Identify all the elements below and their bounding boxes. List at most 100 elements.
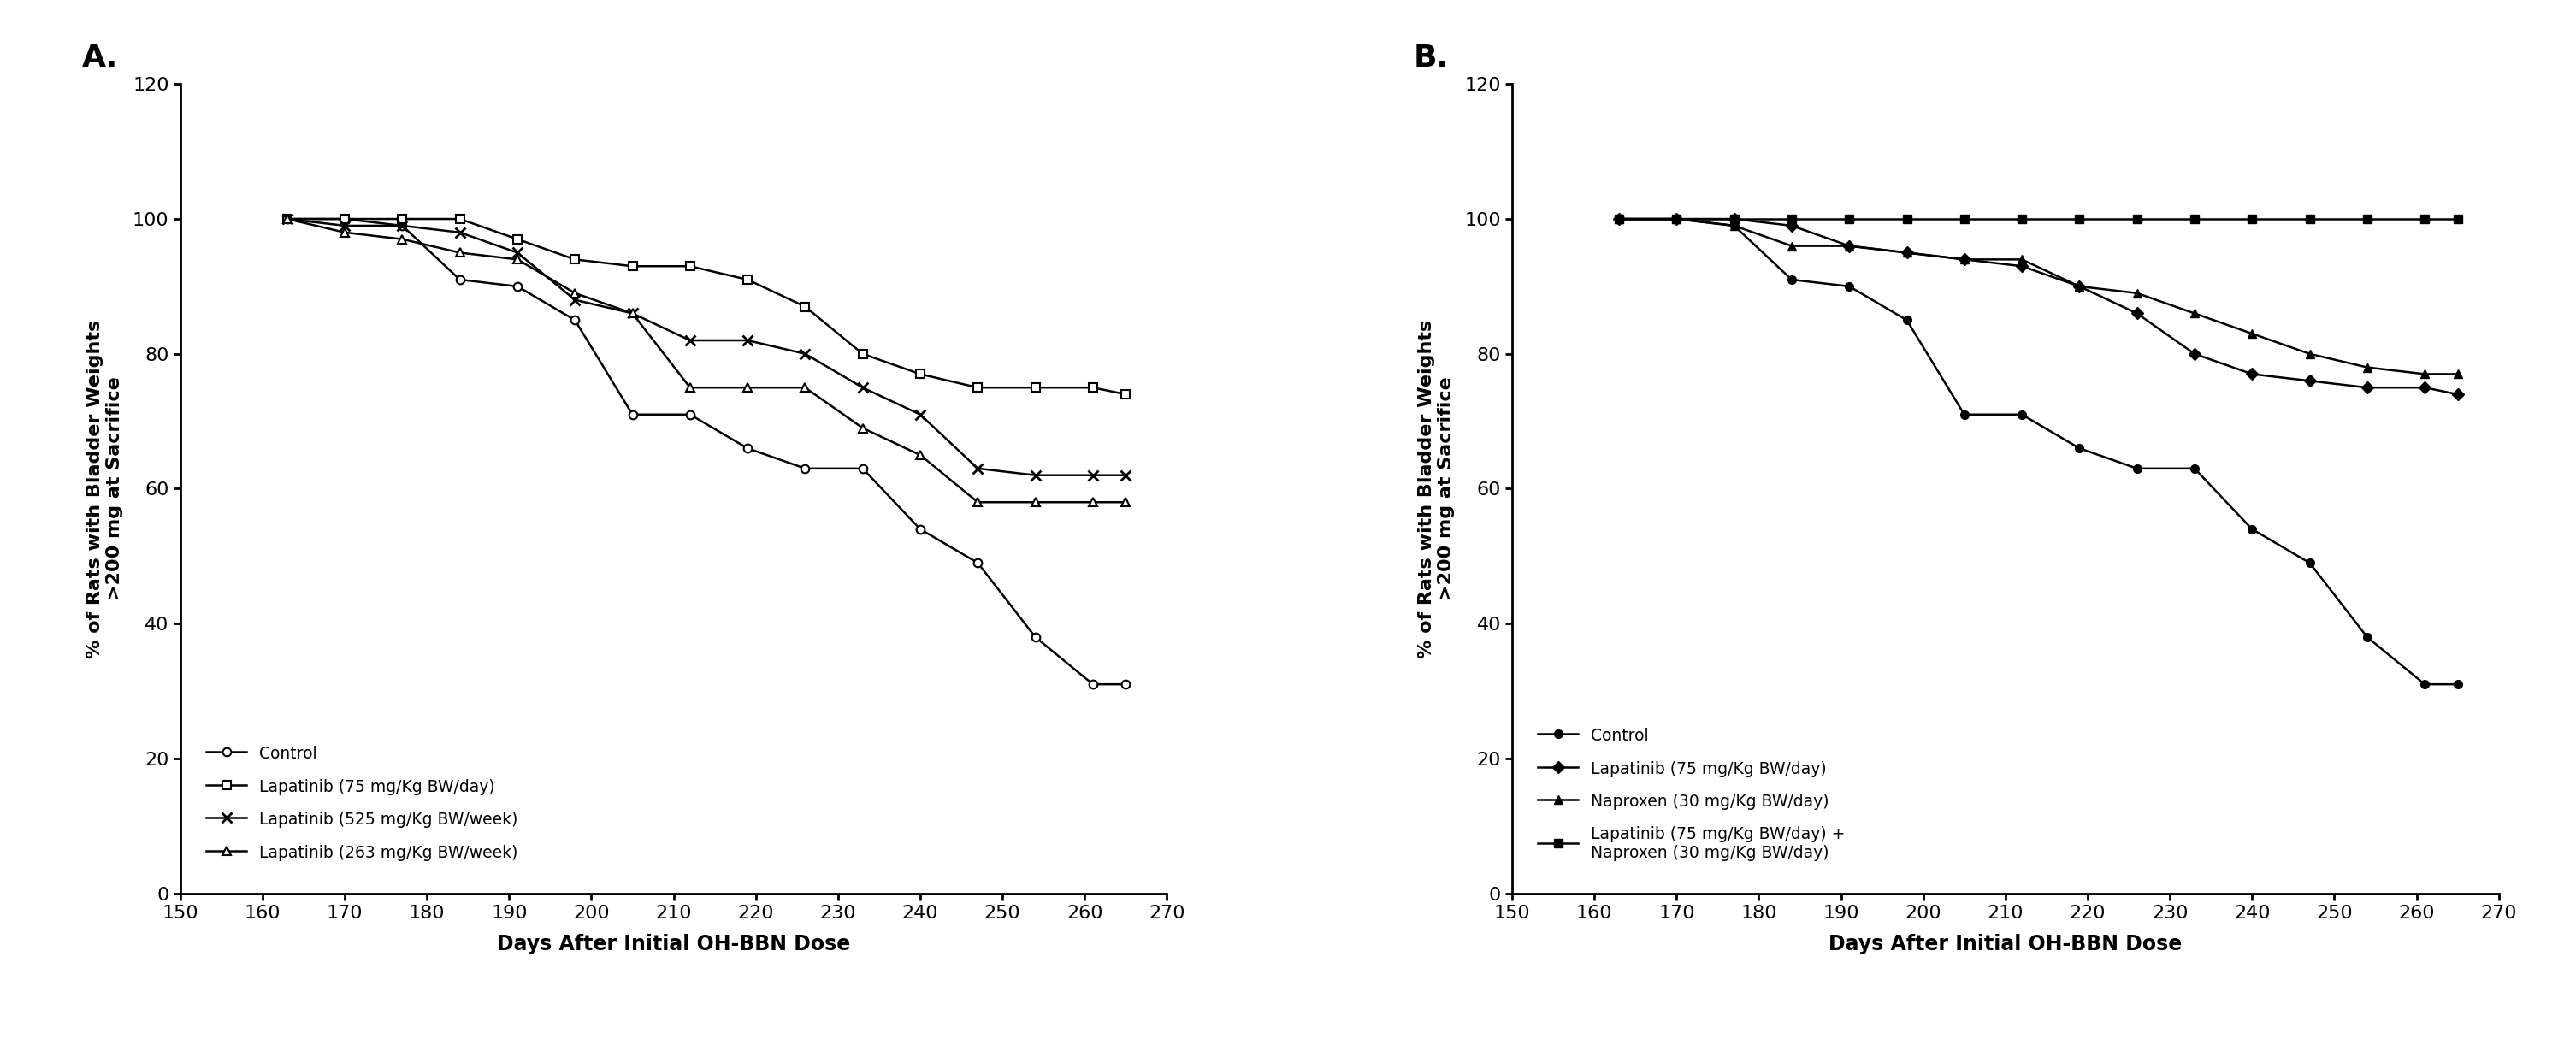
Control xyxy=(2352,631,2383,643)
Lapatinib (75 mg/Kg BW/day) xyxy=(732,273,762,286)
Lapatinib (75 mg/Kg BW/day) xyxy=(1718,212,1749,225)
Lapatinib (75 mg/Kg BW/day) xyxy=(2063,280,2094,292)
Lapatinib (75 mg/Kg BW/day) +
Naproxen (30 mg/Kg BW/day) xyxy=(1950,212,1981,225)
Line: Lapatinib (75 mg/Kg BW/day): Lapatinib (75 mg/Kg BW/day) xyxy=(1615,214,2463,398)
Naproxen (30 mg/Kg BW/day) xyxy=(1662,212,1692,225)
Control xyxy=(270,212,301,225)
Lapatinib (75 mg/Kg BW/day) +
Naproxen (30 mg/Kg BW/day) xyxy=(2352,212,2383,225)
Lapatinib (75 mg/Kg BW/day) xyxy=(618,260,649,272)
Control xyxy=(2295,557,2326,570)
Control xyxy=(330,212,361,225)
Lapatinib (75 mg/Kg BW/day) +
Naproxen (30 mg/Kg BW/day) xyxy=(2007,212,2038,225)
Lapatinib (75 mg/Kg BW/day) xyxy=(848,348,878,360)
Lapatinib (263 mg/Kg BW/week) xyxy=(1077,496,1108,509)
Control xyxy=(1777,273,1808,286)
Control xyxy=(963,557,994,570)
Text: A.: A. xyxy=(82,43,118,73)
Naproxen (30 mg/Kg BW/day) xyxy=(2123,287,2154,300)
Control xyxy=(1077,678,1108,691)
Control xyxy=(848,462,878,475)
Lapatinib (75 mg/Kg BW/day) xyxy=(791,301,822,313)
Naproxen (30 mg/Kg BW/day) xyxy=(2063,280,2094,292)
Lapatinib (75 mg/Kg BW/day) xyxy=(2409,382,2439,394)
Lapatinib (263 mg/Kg BW/week) xyxy=(963,496,994,509)
Lapatinib (75 mg/Kg BW/day) xyxy=(386,212,417,225)
Lapatinib (75 mg/Kg BW/day) xyxy=(1834,240,1865,252)
Control xyxy=(1605,212,1636,225)
Lapatinib (75 mg/Kg BW/day) xyxy=(270,212,301,225)
Lapatinib (263 mg/Kg BW/week) xyxy=(502,253,533,266)
Legend: Control, Lapatinib (75 mg/Kg BW/day), Lapatinib (525 mg/Kg BW/week), Lapatinib (: Control, Lapatinib (75 mg/Kg BW/day), La… xyxy=(198,737,526,869)
Text: B.: B. xyxy=(1414,43,1448,73)
Lapatinib (263 mg/Kg BW/week) xyxy=(1020,496,1051,509)
Lapatinib (525 mg/Kg BW/week) xyxy=(963,462,994,475)
Lapatinib (75 mg/Kg BW/day) xyxy=(904,368,935,380)
Y-axis label: % of Rats with Bladder Weights
>200 mg at Sacrifice: % of Rats with Bladder Weights >200 mg a… xyxy=(1417,320,1455,658)
Control xyxy=(2063,441,2094,454)
Control xyxy=(1020,631,1051,643)
Lapatinib (75 mg/Kg BW/day) xyxy=(1077,382,1108,394)
Lapatinib (525 mg/Kg BW/week) xyxy=(1077,469,1108,481)
Lapatinib (75 mg/Kg BW/day) xyxy=(2442,388,2473,400)
Lapatinib (263 mg/Kg BW/week) xyxy=(330,226,361,239)
Lapatinib (75 mg/Kg BW/day) xyxy=(2179,348,2210,360)
Lapatinib (263 mg/Kg BW/week) xyxy=(559,287,590,300)
Control xyxy=(2409,678,2439,691)
Line: Control: Control xyxy=(283,214,1131,688)
Control xyxy=(1110,678,1141,691)
Lapatinib (263 mg/Kg BW/week) xyxy=(446,246,477,259)
Lapatinib (75 mg/Kg BW/day) xyxy=(1950,253,1981,266)
Lapatinib (75 mg/Kg BW/day) xyxy=(2236,368,2267,380)
Lapatinib (263 mg/Kg BW/week) xyxy=(270,212,301,225)
Lapatinib (75 mg/Kg BW/day) +
Naproxen (30 mg/Kg BW/day) xyxy=(1662,212,1692,225)
Lapatinib (75 mg/Kg BW/day) xyxy=(1020,382,1051,394)
X-axis label: Days After Initial OH-BBN Dose: Days After Initial OH-BBN Dose xyxy=(1829,933,2182,954)
Control xyxy=(791,462,822,475)
Control xyxy=(386,220,417,232)
Lapatinib (75 mg/Kg BW/day) xyxy=(2007,260,2038,272)
Lapatinib (263 mg/Kg BW/week) xyxy=(791,382,822,394)
Lapatinib (263 mg/Kg BW/week) xyxy=(848,421,878,434)
Lapatinib (525 mg/Kg BW/week) xyxy=(791,348,822,360)
Naproxen (30 mg/Kg BW/day) xyxy=(1718,220,1749,232)
Line: Lapatinib (525 mg/Kg BW/week): Lapatinib (525 mg/Kg BW/week) xyxy=(281,213,1131,480)
Lapatinib (75 mg/Kg BW/day) xyxy=(1777,220,1808,232)
Lapatinib (525 mg/Kg BW/week) xyxy=(848,382,878,394)
Control xyxy=(675,408,706,420)
Naproxen (30 mg/Kg BW/day) xyxy=(1605,212,1636,225)
Control xyxy=(904,523,935,536)
Naproxen (30 mg/Kg BW/day) xyxy=(2295,348,2326,360)
Lapatinib (525 mg/Kg BW/week) xyxy=(675,334,706,347)
Lapatinib (75 mg/Kg BW/day) +
Naproxen (30 mg/Kg BW/day) xyxy=(1891,212,1922,225)
Lapatinib (75 mg/Kg BW/day) +
Naproxen (30 mg/Kg BW/day) xyxy=(2123,212,2154,225)
Lapatinib (75 mg/Kg BW/day) xyxy=(502,233,533,246)
Lapatinib (75 mg/Kg BW/day) xyxy=(2352,382,2383,394)
Naproxen (30 mg/Kg BW/day) xyxy=(2236,327,2267,339)
X-axis label: Days After Initial OH-BBN Dose: Days After Initial OH-BBN Dose xyxy=(497,933,850,954)
Lapatinib (263 mg/Kg BW/week) xyxy=(904,449,935,461)
Naproxen (30 mg/Kg BW/day) xyxy=(1834,240,1865,252)
Lapatinib (263 mg/Kg BW/week) xyxy=(386,233,417,246)
Lapatinib (263 mg/Kg BW/week) xyxy=(618,307,649,320)
Naproxen (30 mg/Kg BW/day) xyxy=(2179,307,2210,320)
Lapatinib (75 mg/Kg BW/day) +
Naproxen (30 mg/Kg BW/day) xyxy=(1605,212,1636,225)
Lapatinib (75 mg/Kg BW/day) xyxy=(2295,374,2326,387)
Lapatinib (75 mg/Kg BW/day) +
Naproxen (30 mg/Kg BW/day) xyxy=(2295,212,2326,225)
Control xyxy=(1950,408,1981,420)
Lapatinib (75 mg/Kg BW/day) xyxy=(675,260,706,272)
Lapatinib (263 mg/Kg BW/week) xyxy=(675,382,706,394)
Lapatinib (525 mg/Kg BW/week) xyxy=(386,220,417,232)
Control xyxy=(2179,462,2210,475)
Naproxen (30 mg/Kg BW/day) xyxy=(2007,253,2038,266)
Line: Lapatinib (75 mg/Kg BW/day) +
Naproxen (30 mg/Kg BW/day): Lapatinib (75 mg/Kg BW/day) + Naproxen (… xyxy=(1615,214,2463,223)
Control xyxy=(2007,408,2038,420)
Line: Lapatinib (263 mg/Kg BW/week): Lapatinib (263 mg/Kg BW/week) xyxy=(283,214,1131,507)
Lapatinib (75 mg/Kg BW/day) +
Naproxen (30 mg/Kg BW/day) xyxy=(2236,212,2267,225)
Lapatinib (75 mg/Kg BW/day) xyxy=(2123,307,2154,320)
Lapatinib (75 mg/Kg BW/day) xyxy=(559,253,590,266)
Lapatinib (75 mg/Kg BW/day) xyxy=(446,212,477,225)
Lapatinib (525 mg/Kg BW/week) xyxy=(732,334,762,347)
Lapatinib (75 mg/Kg BW/day) xyxy=(1891,246,1922,259)
Naproxen (30 mg/Kg BW/day) xyxy=(2352,362,2383,374)
Control xyxy=(2236,523,2267,536)
